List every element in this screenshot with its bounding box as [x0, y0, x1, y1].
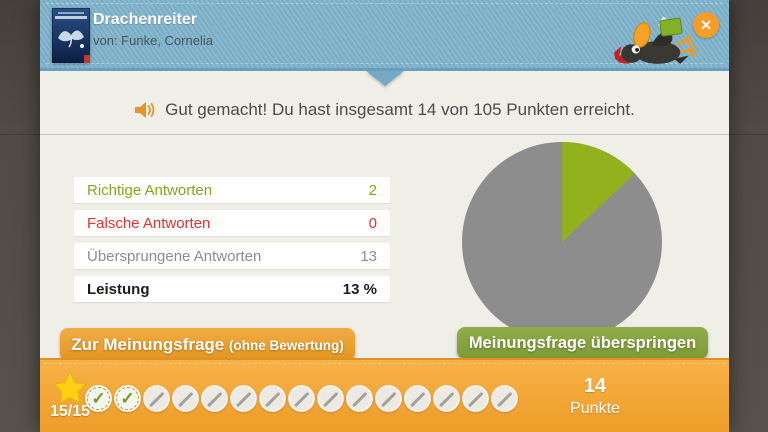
result-row-wrong: Falsche Antworten 0: [74, 210, 390, 236]
to-opinion-question-label: Zur Meinungsfrage: [71, 334, 225, 354]
quiz-result-window: Drachenreiter von: Funke, Cornelia ✕: [40, 0, 729, 432]
result-row-performance: Leistung 13 %: [74, 276, 390, 302]
slash-icon: [496, 390, 513, 407]
book-author: von: Funke, Cornelia: [93, 33, 213, 48]
slash-icon: [148, 390, 165, 407]
speaker-icon[interactable]: [134, 101, 156, 119]
question-circle-14-skipped: [462, 385, 489, 412]
pie-slice-correct: [562, 142, 635, 242]
to-opinion-question-button[interactable]: Zur Meinungsfrage (ohne Bewertung): [60, 328, 355, 361]
question-circle-9-skipped: [317, 385, 344, 412]
slash-icon: [438, 390, 455, 407]
question-progress: ✓ ✓: [85, 385, 518, 412]
result-row-value: 13 %: [342, 280, 377, 298]
book-title: Drachenreiter: [93, 11, 198, 28]
score-label: 15/15: [49, 403, 91, 420]
question-circle-11-skipped: [375, 385, 402, 412]
question-circle-10-skipped: [346, 385, 373, 412]
result-row-label: Übersprungene Antworten: [87, 247, 262, 265]
skip-opinion-question-button[interactable]: Meinungsfrage überspringen: [457, 327, 708, 359]
slash-icon: [322, 390, 339, 407]
slash-icon: [293, 390, 310, 407]
slash-icon: [235, 390, 252, 407]
slash-icon: [467, 390, 484, 407]
question-circle-4-skipped: [172, 385, 199, 412]
slash-icon: [264, 390, 281, 407]
raven-mascot-illustration: [614, 16, 697, 64]
question-circle-2-correct: ✓: [114, 385, 141, 412]
results-table: Richtige Antworten 2 Falsche Antworten 0 Übe…: [74, 177, 390, 309]
question-circle-1-correct: ✓: [85, 385, 112, 412]
book-info: Drachenreiter von: Funke, Cornelia: [93, 11, 213, 48]
check-icon: ✓: [120, 388, 135, 408]
slash-icon: [409, 390, 426, 407]
result-row-correct: Richtige Antworten 2: [74, 177, 390, 203]
header-notch: [366, 71, 404, 86]
points-display: 14 Punkte: [550, 375, 640, 418]
footer-bar: 15/15 ✓ ✓ 14 Punkte: [40, 358, 729, 432]
points-label: Punkte: [570, 400, 620, 417]
slash-icon: [351, 390, 368, 407]
skip-opinion-question-label: Meinungsfrage überspringen: [468, 333, 697, 352]
close-button[interactable]: ✕: [693, 12, 719, 38]
to-opinion-question-sublabel: (ohne Bewertung): [229, 337, 344, 353]
result-row-value: 0: [368, 214, 377, 232]
question-circle-7-skipped: [259, 385, 286, 412]
result-row-value: 2: [368, 181, 377, 199]
score-star-icon: [53, 371, 87, 403]
result-row-label: Falsche Antworten: [87, 214, 211, 232]
close-icon: ✕: [700, 16, 712, 33]
question-circle-6-skipped: [230, 385, 257, 412]
result-row-label: Leistung: [87, 280, 150, 298]
question-circle-8-skipped: [288, 385, 315, 412]
pie-chart: [462, 142, 662, 342]
slash-icon: [206, 390, 223, 407]
question-circle-3-skipped: [143, 385, 170, 412]
result-message: Gut gemacht! Du hast insgesamt 14 von 10…: [40, 100, 729, 120]
points-value: 14: [583, 375, 607, 397]
result-row-label: Richtige Antworten: [87, 181, 213, 199]
result-row-value: 13: [360, 247, 377, 265]
header-bar: Drachenreiter von: Funke, Cornelia ✕: [40, 0, 729, 71]
book-cover: [52, 8, 90, 63]
question-circle-13-skipped: [433, 385, 460, 412]
check-icon: ✓: [91, 388, 106, 408]
slash-icon: [380, 390, 397, 407]
question-circle-15-skipped: [491, 385, 518, 412]
result-row-skipped: Übersprungene Antworten 13: [74, 243, 390, 269]
slash-icon: [177, 390, 194, 407]
result-message-text: Gut gemacht! Du hast insgesamt 14 von 10…: [165, 100, 635, 119]
question-circle-12-skipped: [404, 385, 431, 412]
question-circle-5-skipped: [201, 385, 228, 412]
